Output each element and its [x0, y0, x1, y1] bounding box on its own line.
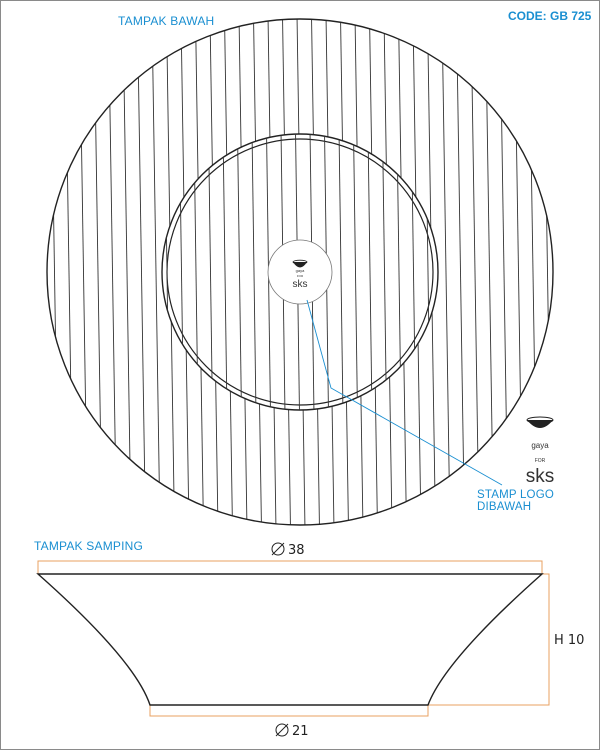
stripe-line	[222, 134, 228, 410]
bottom-view-title: TAMPAK BAWAH	[118, 14, 215, 28]
svg-text:38: 38	[288, 543, 305, 558]
stripe-line	[64, 19, 74, 525]
stripe-line	[543, 19, 552, 525]
stripe-line	[93, 19, 103, 525]
callout-logo-mid: FOR	[535, 458, 546, 464]
stripe-line	[137, 19, 146, 525]
top-diameter-dimension	[37, 560, 543, 575]
stripe-line	[50, 19, 59, 525]
callout-logo-top: gaya	[531, 441, 549, 450]
stripe-line	[79, 19, 88, 525]
height-dimension	[428, 573, 550, 706]
stripe-line	[338, 134, 344, 410]
stripe-line	[499, 19, 509, 525]
stamp-callout-label: STAMP LOGO DIBAWAH	[477, 489, 554, 513]
stripe-line	[382, 134, 387, 410]
stripe-line	[36, 15, 44, 530]
stripe-line	[441, 19, 451, 525]
center-logo-top: gaya	[296, 268, 305, 273]
callout-logo-brand: sks	[526, 466, 555, 487]
bowl-side-profile	[36, 573, 544, 706]
stripe-line	[485, 19, 494, 525]
stripe-line	[208, 134, 213, 410]
stripe-line	[122, 19, 132, 525]
stripe-line	[108, 19, 117, 525]
stripe-line	[353, 134, 358, 410]
side-view-title: TAMPAK SAMPING	[34, 539, 144, 553]
stripe-line	[237, 134, 242, 410]
stripe-line	[528, 19, 538, 525]
stamp-leader-line	[306, 299, 503, 486]
center-logo-mid: FOR	[297, 274, 304, 278]
outer-rim-circle	[46, 18, 554, 526]
center-stamp-disc	[267, 239, 333, 305]
stripe-line	[251, 134, 257, 410]
stripe-line	[558, 15, 566, 530]
stripe-line	[367, 134, 373, 410]
stripe-line	[151, 19, 161, 525]
callout-bowl-icon	[527, 420, 553, 428]
stripe-line	[470, 19, 480, 525]
bottom-diameter-label: 21	[275, 723, 309, 739]
svg-text:21: 21	[292, 724, 309, 739]
stripe-line	[456, 19, 465, 525]
top-diameter-label: 38	[271, 542, 305, 558]
product-code: CODE: GB 725	[508, 9, 592, 23]
stripe-line	[514, 19, 523, 525]
height-label: H 10	[554, 633, 584, 648]
center-logo-brand: sks	[293, 279, 308, 290]
